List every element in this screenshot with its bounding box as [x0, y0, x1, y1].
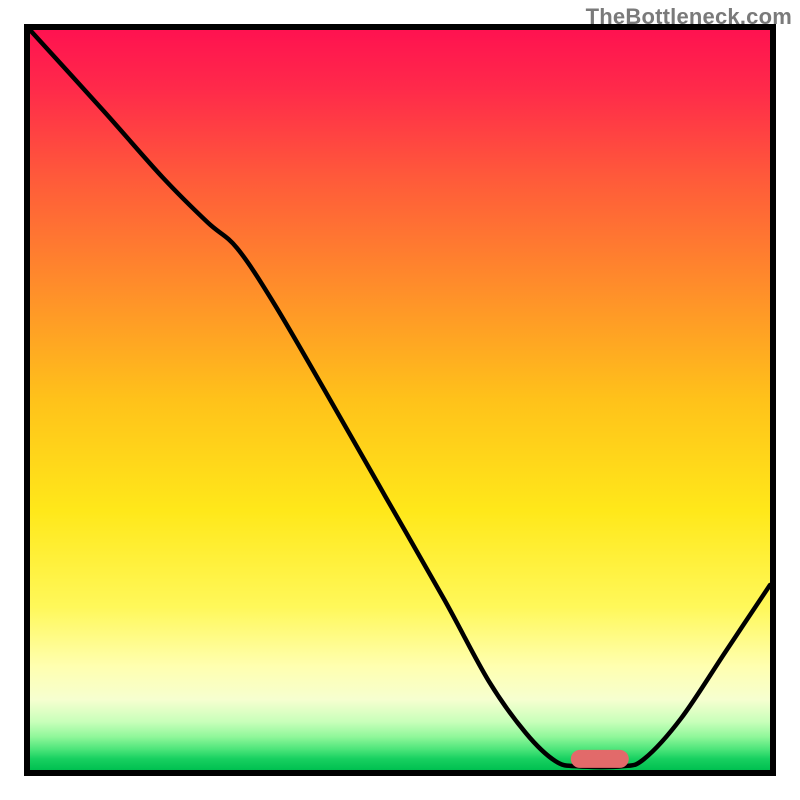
optimal-range-marker	[571, 750, 629, 768]
watermark-text: TheBottleneck.com	[586, 4, 792, 30]
figure-root: TheBottleneck.com	[0, 0, 800, 800]
plot-background	[30, 30, 770, 770]
bottleneck-chart	[0, 0, 800, 800]
